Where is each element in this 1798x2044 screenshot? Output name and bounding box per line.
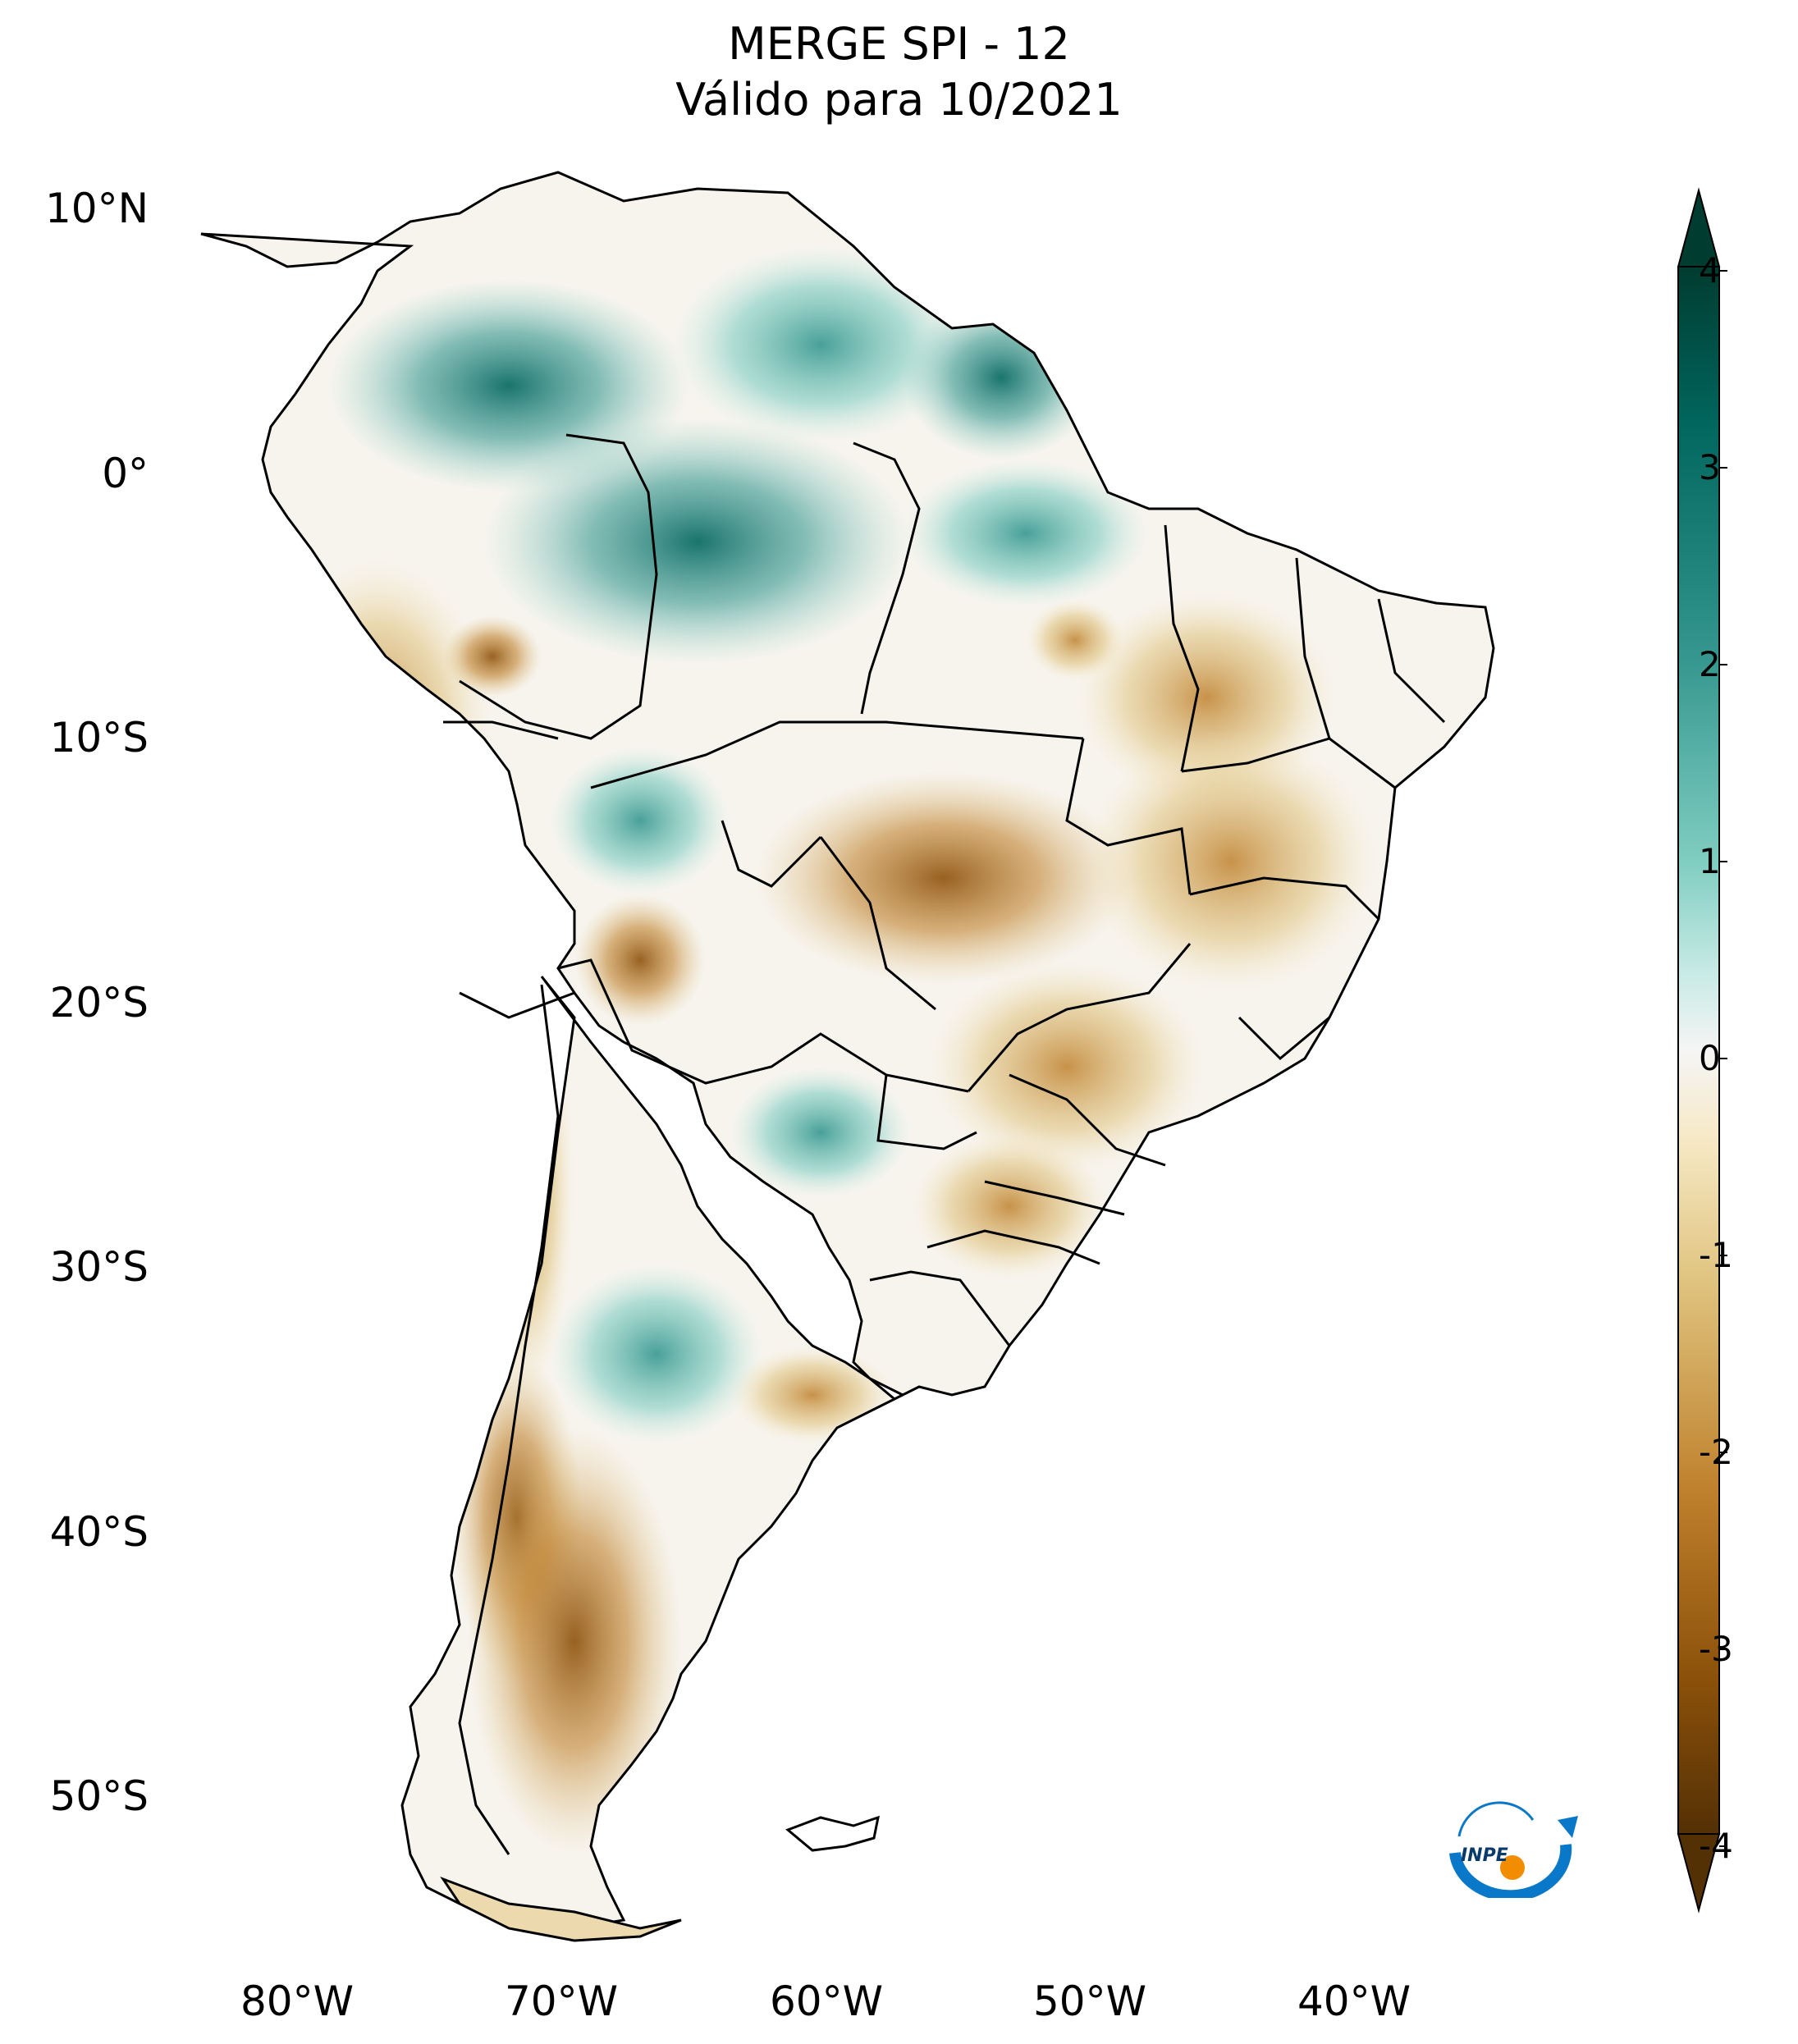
dry-area-acre — [443, 615, 542, 697]
border-states-santa-catarina — [926, 1229, 1100, 1265]
lon-label-40w: 40°W — [1297, 1978, 1411, 2025]
lon-label-60w: 60°W — [769, 1978, 884, 2025]
lat-label-0: 0° — [102, 450, 149, 497]
wet-area-paraguay — [730, 1067, 911, 1198]
dry-area-chile-north — [476, 985, 574, 1395]
colorbar-tick-1: 1 — [1699, 841, 1721, 881]
dry-area-sao-paulo — [927, 960, 1206, 1173]
lat-label-10s: 10°S — [49, 714, 149, 761]
dry-area-patagonia — [468, 1428, 681, 1854]
border-states-maranhao — [1164, 524, 1200, 772]
dry-area-parana — [911, 1132, 1108, 1280]
border-chile-argentina — [458, 984, 560, 1855]
border-states-bahia-north — [1181, 737, 1396, 789]
border-colombia-brazil — [459, 433, 658, 740]
lat-label-50s: 50°S — [49, 1772, 149, 1820]
colorbar-lower-extension — [1677, 1833, 1721, 1914]
dry-area-bahia — [1083, 730, 1379, 993]
dry-area-buenos-aires — [730, 1346, 894, 1444]
wet-area-amazon — [484, 418, 911, 665]
lat-label-40s: 40°S — [49, 1508, 149, 1556]
border-states-southeast — [1009, 1073, 1166, 1167]
inpe-logo: INPE — [1443, 1795, 1582, 1898]
border-states-south-center — [967, 943, 1192, 1092]
dry-area-mato-grosso — [755, 771, 1132, 985]
wet-area-argentina — [550, 1264, 763, 1444]
colorbar-tick-4: 4 — [1699, 250, 1721, 290]
border-chile-north — [459, 991, 575, 1019]
wet-area-para — [903, 460, 1149, 607]
dry-area-tocantins — [1026, 599, 1124, 681]
lat-label-10n: 10°N — [44, 185, 149, 232]
lon-label-50w: 50°W — [1032, 1978, 1147, 2025]
wet-area-bolivia — [550, 747, 730, 894]
lon-label-80w: 80°W — [240, 1978, 355, 2025]
colorbar-tick-minus3: -3 — [1699, 1629, 1733, 1669]
colorbar-tick-minus2: -2 — [1699, 1432, 1733, 1472]
border-bolivia-brazil-north — [590, 720, 1084, 789]
lat-label-20s: 20°S — [49, 979, 149, 1027]
map-title: MERGE SPI - 12 — [728, 18, 1070, 70]
border-states-center — [1065, 738, 1192, 895]
colorbar-tick-0: 0 — [1699, 1038, 1721, 1078]
spi-map — [199, 171, 1495, 1942]
border-states-ceara — [1377, 598, 1446, 724]
lon-label-70w: 70°W — [504, 1978, 619, 2025]
logo-text: INPE — [1461, 1845, 1508, 1866]
lat-label-30s: 30°S — [49, 1243, 149, 1291]
wet-area-peru-coast — [377, 804, 476, 886]
borders — [443, 433, 1446, 1855]
colorbar-tick-minus1: -1 — [1699, 1235, 1733, 1275]
wet-area-venezuela — [673, 246, 968, 443]
border-bolivia-internal — [721, 820, 822, 888]
colorbar-tick-3: 3 — [1699, 447, 1721, 487]
falkland-islands — [785, 1815, 880, 1852]
border-peru-brazil — [443, 720, 559, 740]
map-subtitle: Válido para 10/2021 — [675, 74, 1123, 126]
colorbar — [1677, 187, 1727, 1914]
border-paraguay — [876, 1074, 977, 1150]
wet-area-guianas — [903, 295, 1100, 460]
dry-area-bolivia-south — [574, 894, 706, 1026]
border-states-parana — [984, 1180, 1125, 1216]
border-states-rio — [1238, 1016, 1330, 1061]
tierra-del-fuego — [440, 1876, 682, 1942]
colorbar-tick-2: 2 — [1699, 644, 1721, 684]
border-bolivia-argentina — [557, 958, 969, 1093]
spi-anomaly-field — [263, 246, 1379, 1854]
border-bolivia-brazil-east — [819, 836, 936, 1011]
border-states-minas — [1189, 876, 1380, 921]
border-venezuela-brazil — [853, 441, 921, 715]
border-states-piaui — [1295, 557, 1331, 739]
border-uruguay — [869, 1270, 1011, 1347]
colorbar-tick-minus4: -4 — [1699, 1826, 1733, 1866]
